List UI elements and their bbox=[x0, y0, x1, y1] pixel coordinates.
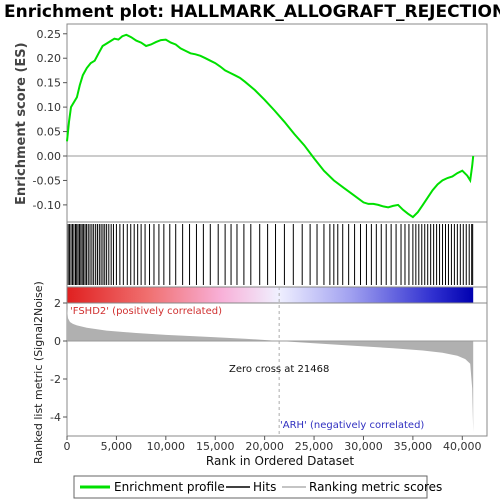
es-y-tick-label: 0.05 bbox=[37, 126, 62, 139]
hits-panel-frame bbox=[66, 221, 488, 288]
zero-cross-label: Zero cross at 21468 bbox=[229, 364, 329, 375]
legend-item-hits: Hits bbox=[226, 480, 276, 494]
es-y-ticks: -0.10 -0.05 0.00 0.05 0.10 0.15 0.20 0.25 bbox=[33, 28, 67, 212]
es-y-tick-label: -0.05 bbox=[33, 174, 61, 187]
es-y-tick-label: 0.10 bbox=[37, 101, 62, 114]
x-tick-label: 0 bbox=[64, 440, 71, 453]
rank-color-bar bbox=[67, 287, 474, 303]
metric-y-tick-label: -2 bbox=[50, 373, 61, 386]
legend-label-hits: Hits bbox=[253, 480, 276, 494]
metric-y-tick-label: 2 bbox=[54, 297, 61, 310]
metric-y-tick-label: 0 bbox=[54, 335, 61, 348]
x-tick-label: 10,000 bbox=[147, 440, 186, 453]
hit-lines bbox=[67, 224, 474, 285]
chart-title: Enrichment plot: HALLMARK_ALLOGRAFT_REJE… bbox=[4, 2, 500, 22]
es-y-axis-label: Enrichment score (ES) bbox=[14, 42, 29, 205]
metric-x-ticks: 0 5,000 10,000 15,000 20,000 25,000 30,000 35,0… bbox=[64, 436, 482, 453]
metric-panel-frame bbox=[66, 302, 488, 437]
x-tick-label: 40,000 bbox=[443, 440, 482, 453]
x-tick-label: 25,000 bbox=[295, 440, 334, 453]
es-line bbox=[66, 33, 475, 219]
positive-correlation-label: 'FSHD2' (positively correlated) bbox=[70, 306, 222, 317]
metric-area bbox=[67, 308, 474, 433]
es-y-tick-label: 0.25 bbox=[37, 28, 62, 41]
x-tick-label: 20,000 bbox=[245, 440, 284, 453]
x-tick-label: 30,000 bbox=[344, 440, 383, 453]
metric-y-axis-label: Ranked list metric (Signal2Noise) bbox=[32, 281, 45, 464]
x-tick-label: 35,000 bbox=[394, 440, 433, 453]
legend-item-enrichment-profile: Enrichment profile bbox=[80, 480, 225, 494]
legend-label-ranking-metric-scores: Ranking metric scores bbox=[309, 480, 442, 494]
legend-label-enrichment-profile: Enrichment profile bbox=[114, 480, 225, 494]
x-tick-label: 15,000 bbox=[196, 440, 235, 453]
es-y-tick-label: 0.00 bbox=[37, 150, 62, 163]
es-y-tick-label: 0.20 bbox=[37, 52, 62, 65]
legend-box bbox=[73, 475, 428, 499]
metric-y-tick-label: -4 bbox=[50, 411, 61, 424]
metric-y-ticks: -4 -2 0 2 bbox=[50, 297, 67, 424]
x-tick-label: 5,000 bbox=[101, 440, 133, 453]
legend-item-ranking-metric-scores: Ranking metric scores bbox=[282, 480, 442, 494]
es-y-tick-label: -0.10 bbox=[33, 199, 61, 212]
es-y-tick-label: 0.15 bbox=[37, 77, 62, 90]
negative-correlation-label: 'ARH' (negatively correlated) bbox=[280, 420, 424, 431]
es-panel-frame bbox=[66, 23, 488, 223]
x-axis-label: Rank in Ordered Dataset bbox=[206, 454, 354, 468]
